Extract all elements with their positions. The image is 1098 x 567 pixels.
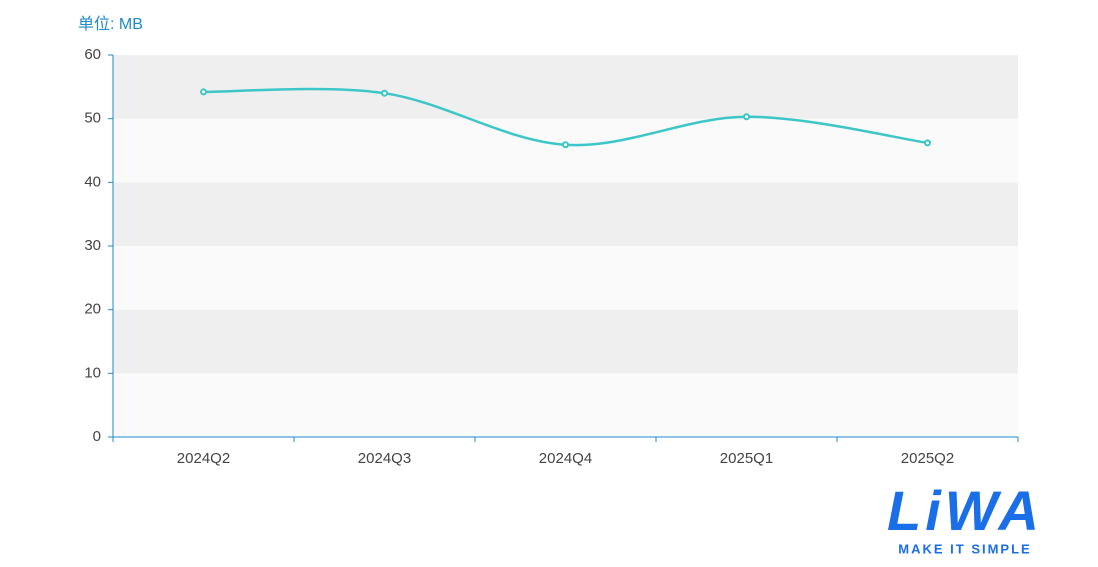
y-tick-label: 20 (84, 301, 101, 318)
split-area (113, 309, 1018, 374)
x-tick-label: 2025Q2 (901, 450, 954, 467)
point (743, 113, 750, 121)
split-area (113, 118, 1018, 183)
split-area (113, 182, 1018, 246)
x-tick-label: 2024Q2 (177, 450, 230, 467)
split-area (113, 55, 1018, 119)
y-tick-label: 60 (84, 46, 101, 63)
y-tick-label: 0 (93, 428, 101, 445)
y-axis-label: 单位: MB (78, 15, 143, 33)
point (381, 89, 388, 97)
y-tick-label: 30 (84, 237, 101, 254)
logo-brand: LiWA (887, 479, 1043, 542)
y-tick-label: 10 (84, 364, 101, 381)
y-tick-label: 40 (84, 173, 101, 190)
point (562, 141, 569, 149)
y-tick-label: 50 (84, 110, 101, 127)
split-area (113, 246, 1018, 310)
logo-tagline: MAKE IT SIMPLE (898, 541, 1031, 556)
x-tick-label: 2025Q1 (720, 450, 773, 467)
point (200, 88, 207, 96)
x-tick-label: 2024Q3 (358, 450, 411, 467)
split-area (113, 373, 1018, 437)
x-tick-label: 2024Q4 (539, 450, 592, 467)
point (924, 139, 931, 147)
